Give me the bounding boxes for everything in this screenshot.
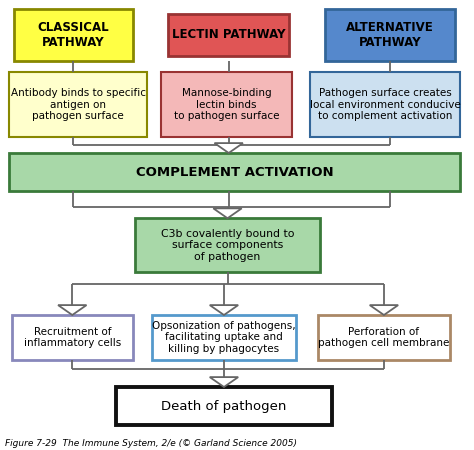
FancyBboxPatch shape	[116, 387, 332, 425]
FancyBboxPatch shape	[310, 72, 460, 137]
Polygon shape	[210, 377, 238, 387]
FancyBboxPatch shape	[152, 315, 296, 360]
Text: COMPLEMENT ACTIVATION: COMPLEMENT ACTIVATION	[136, 166, 333, 179]
FancyBboxPatch shape	[9, 153, 460, 191]
Text: Perforation of
pathogen cell membrane: Perforation of pathogen cell membrane	[318, 327, 450, 348]
Polygon shape	[213, 208, 242, 218]
FancyBboxPatch shape	[12, 315, 133, 360]
Text: Pathogen surface creates
local environment conducive
to complement activation: Pathogen surface creates local environme…	[310, 88, 461, 121]
Polygon shape	[214, 143, 243, 153]
Polygon shape	[210, 305, 238, 315]
Text: CLASSICAL
PATHWAY: CLASSICAL PATHWAY	[37, 21, 109, 49]
FancyBboxPatch shape	[168, 14, 289, 56]
FancyBboxPatch shape	[9, 72, 147, 137]
Polygon shape	[58, 305, 86, 315]
FancyBboxPatch shape	[318, 315, 450, 360]
Text: Opsonization of pathogens,
facilitating uptake and
killing by phagocytes: Opsonization of pathogens, facilitating …	[152, 321, 296, 354]
FancyBboxPatch shape	[325, 9, 455, 61]
FancyBboxPatch shape	[14, 9, 133, 61]
Text: ALTERNATIVE
PATHWAY: ALTERNATIVE PATHWAY	[346, 21, 434, 49]
Text: C3b covalently bound to
surface components
of pathogen: C3b covalently bound to surface componen…	[161, 229, 294, 262]
Text: Figure 7-29  The Immune System, 2/e (© Garland Science 2005): Figure 7-29 The Immune System, 2/e (© Ga…	[5, 439, 297, 448]
Text: Death of pathogen: Death of pathogen	[161, 400, 287, 413]
Polygon shape	[370, 305, 398, 315]
Text: Mannose-binding
lectin binds
to pathogen surface: Mannose-binding lectin binds to pathogen…	[173, 88, 279, 121]
Text: Antibody binds to specific
antigen on
pathogen surface: Antibody binds to specific antigen on pa…	[11, 88, 146, 121]
FancyBboxPatch shape	[135, 218, 320, 272]
Text: Recruitment of
inflammatory cells: Recruitment of inflammatory cells	[24, 327, 121, 348]
Text: LECTIN PATHWAY: LECTIN PATHWAY	[172, 28, 285, 41]
FancyBboxPatch shape	[161, 72, 292, 137]
